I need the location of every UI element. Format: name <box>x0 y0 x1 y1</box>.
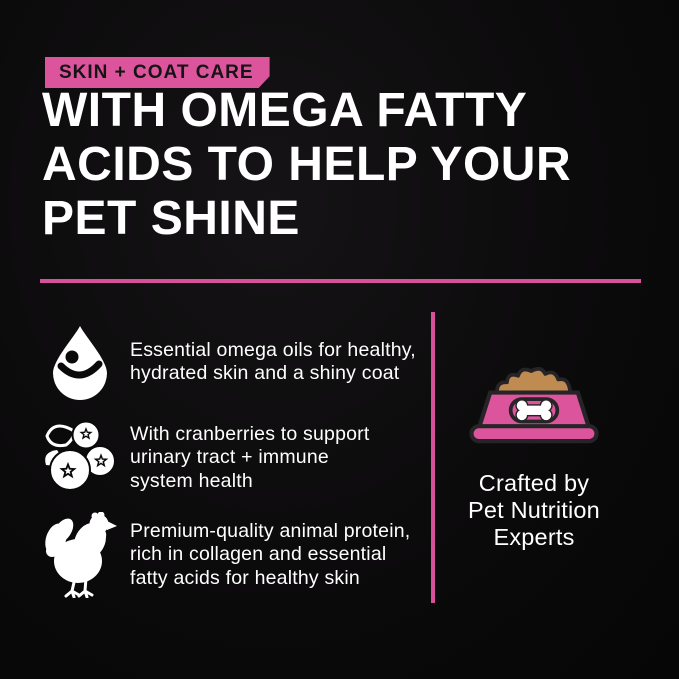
cranberries-icon <box>38 417 122 499</box>
category-badge: SKIN + COAT CARE <box>45 57 270 88</box>
chicken-icon <box>38 512 122 598</box>
expert-text: Crafted by Pet Nutrition Experts <box>468 470 600 550</box>
feature-text: With cranberries to support urinary trac… <box>130 422 370 492</box>
feature-text: Premium-quality animal protein, rich in … <box>130 519 411 589</box>
vertical-divider <box>431 312 435 603</box>
horizontal-divider <box>40 279 641 283</box>
expert-panel: Crafted by Pet Nutrition Experts <box>433 360 635 551</box>
pet-food-bowl-icon <box>464 360 604 460</box>
feature-animal-protein: Premium-quality animal protein, rich in … <box>38 510 410 600</box>
feature-omega-oils: Essential omega oils for healthy, hydrat… <box>38 320 416 404</box>
feature-cranberries: With cranberries to support urinary trac… <box>38 414 370 502</box>
water-drop-icon <box>38 324 122 400</box>
headline: WITH OMEGA FATTY ACIDS TO HELP YOUR PET … <box>42 84 572 245</box>
feature-text: Essential omega oils for healthy, hydrat… <box>130 338 416 385</box>
